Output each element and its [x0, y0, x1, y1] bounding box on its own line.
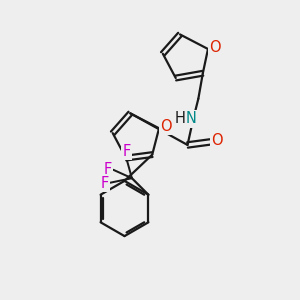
Text: F: F — [104, 162, 112, 177]
Text: O: O — [209, 40, 220, 55]
Text: O: O — [211, 133, 222, 148]
Text: F: F — [122, 144, 130, 159]
Text: H: H — [175, 111, 186, 126]
Text: N: N — [186, 111, 197, 126]
Text: O: O — [160, 119, 172, 134]
Text: F: F — [101, 176, 109, 191]
